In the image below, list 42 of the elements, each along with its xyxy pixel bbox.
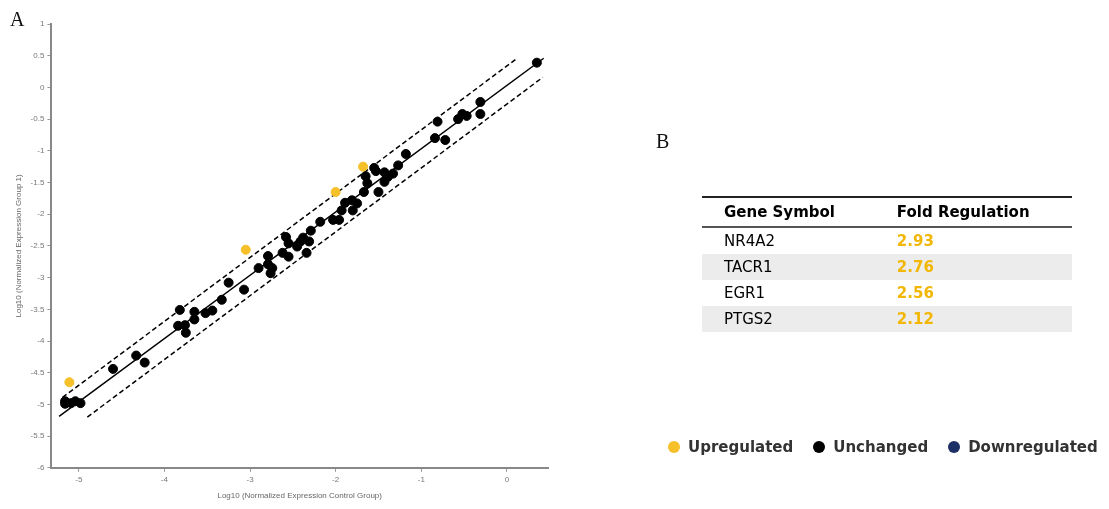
x-axis-title: Log10 (Normalized Expression Control Group) [217,491,383,501]
legend-label: Downregulated [968,438,1098,456]
legend-label: Upregulated [688,438,794,456]
y-tick-label: -1.5 [30,177,45,187]
x-tick-label: -1 [417,474,426,484]
data-label: 2.76 [895,257,935,278]
x-tick-label: -4 [160,474,169,484]
data-label: 2.93 [895,231,935,252]
legend-label: Unchanged [833,438,929,456]
y-tick-label: -3 [37,272,45,282]
chart-title: A [10,8,25,31]
text: B [656,130,670,153]
y-tick-label: -6 [37,463,45,472]
category-label: TACR1 [723,257,774,278]
category-label: PTGS2 [723,309,774,330]
y-tick-label: 0 [39,82,45,92]
y-axis-title: Log10 (Normalized Expression Group 1) [14,173,23,318]
y-tick-label: -4 [37,336,45,346]
y-tick-label: -2 [37,209,45,219]
y-tick-label: -2.5 [30,241,45,251]
y-tick-label: -5 [37,399,45,409]
data-label: 2.56 [895,283,935,304]
point [64,377,75,388]
text: Fold Regulation [874,197,1072,227]
category-label: EGR1 [723,283,767,304]
point [240,244,251,255]
y-tick-label: -3.5 [30,304,45,314]
point [358,161,369,172]
y-tick-label: 1 [39,19,45,29]
y-tick-label: 0.5 [33,50,45,60]
x-tick-label: -2 [332,474,340,484]
y-tick-label: -1 [37,146,45,155]
text: Gene Symbol [702,197,875,227]
point [330,187,341,198]
category-label: NR4A2 [723,231,776,252]
x-tick-label: 0 [504,474,510,484]
x-tick-label: -5 [75,474,83,484]
data-label: 2.12 [895,309,935,330]
y-tick-label: -0.5 [30,114,45,124]
y-tick-label: -5.5 [30,431,45,441]
x-tick-label: -3 [246,474,255,484]
y-tick-label: -4.5 [30,367,45,377]
